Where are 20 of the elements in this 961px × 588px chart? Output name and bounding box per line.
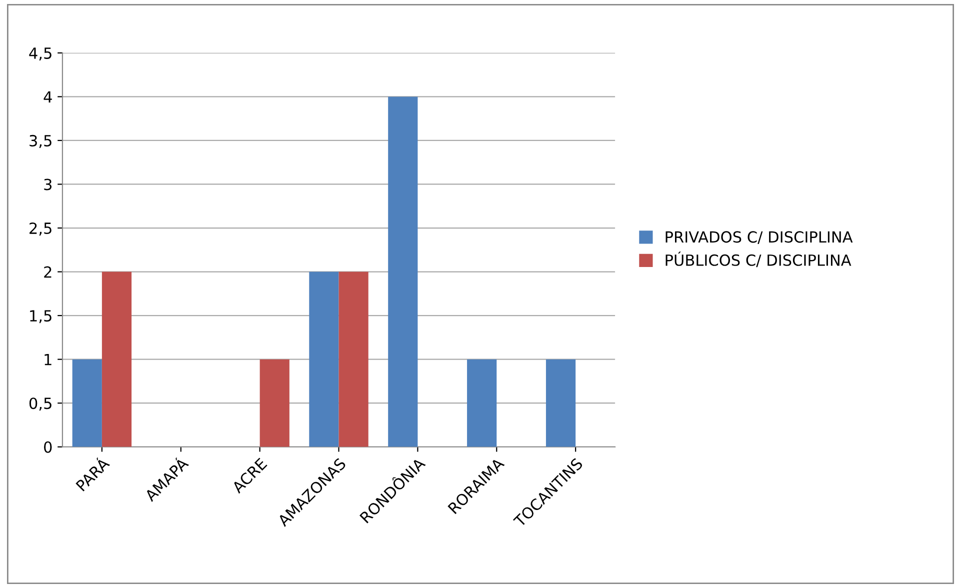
y-tick-label: 2	[44, 266, 52, 278]
y-tick-label: 4	[44, 91, 52, 102]
bar	[260, 359, 290, 447]
y-tick-label: 1,5	[30, 310, 52, 324]
y-tick-label: 3	[44, 178, 52, 190]
bar	[338, 272, 368, 447]
legend-label: PÚBLICOS C/ DISCIPLINA	[666, 252, 852, 268]
legend-label: PRIVADOS C/ DISCIPLINA	[666, 231, 853, 244]
bar	[388, 96, 418, 447]
y-tick-label: 2,5	[30, 222, 52, 236]
bar	[72, 359, 102, 447]
bar	[467, 359, 497, 447]
bar	[309, 272, 339, 447]
bar	[546, 359, 576, 447]
y-tick-label: 0	[44, 441, 52, 453]
y-tick-label: 0,5	[29, 398, 52, 411]
bar	[102, 272, 132, 447]
y-tick-label: 1	[44, 354, 52, 366]
y-tick-label: 3,5	[30, 134, 52, 148]
y-tick-label: 4,5	[29, 48, 52, 60]
